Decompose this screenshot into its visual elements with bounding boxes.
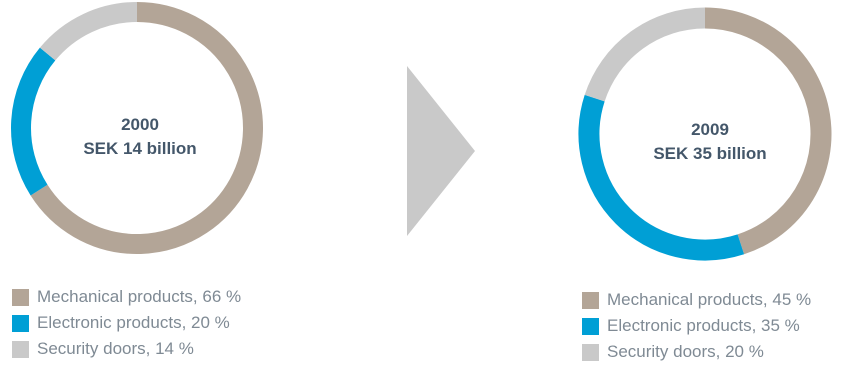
- donut-2000: [11, 2, 263, 254]
- chart-subtitle-2009: SEK 35 billion: [653, 144, 767, 163]
- legend-swatch-electronic: [12, 314, 29, 332]
- legend-label: Mechanical products, 45 %: [607, 290, 812, 309]
- donut-slice-electronic: [578, 94, 745, 261]
- donut-2009: [578, 7, 832, 261]
- legend-swatch-security: [582, 343, 599, 361]
- legend-item: Security doors, 14 %: [12, 336, 241, 362]
- legend-item: Electronic products, 20 %: [12, 310, 241, 336]
- legend-label: Security doors, 20 %: [607, 342, 764, 361]
- legend-label: Electronic products, 35 %: [607, 316, 800, 335]
- center-label-2009: 2009 SEK 35 billion: [610, 118, 810, 166]
- legend-item: Mechanical products, 45 %: [582, 287, 811, 313]
- chart-title-2000: 2000: [121, 115, 159, 134]
- donut-slice-mechanical: [704, 7, 832, 255]
- chart-title-2009: 2009: [691, 120, 729, 139]
- donut-chart-2000: 2000 SEK 14 billion Mechanical products,…: [0, 0, 280, 365]
- donut-chart-2009: 2009 SEK 35 billion Mechanical products,…: [570, 0, 845, 365]
- legend-item: Mechanical products, 66 %: [12, 284, 241, 310]
- legend-2000: Mechanical products, 66 % Electronic pro…: [12, 284, 241, 362]
- donut-slice-electronic: [11, 47, 56, 196]
- donut-slice-security: [39, 2, 138, 61]
- legend-item: Security doors, 20 %: [582, 339, 811, 365]
- legend-swatch-mechanical: [12, 288, 29, 306]
- donut-slice-mechanical: [30, 2, 263, 254]
- arrow-right-icon: [407, 66, 475, 236]
- legend-label: Security doors, 14 %: [37, 339, 194, 358]
- legend-item: Electronic products, 35 %: [582, 313, 811, 339]
- donut-slice-security: [584, 7, 706, 102]
- legend-label: Mechanical products, 66 %: [37, 287, 242, 306]
- legend-swatch-security: [12, 340, 29, 358]
- legend-swatch-mechanical: [582, 291, 599, 309]
- chart-subtitle-2000: SEK 14 billion: [83, 139, 197, 158]
- legend-swatch-electronic: [582, 317, 599, 335]
- center-label-2000: 2000 SEK 14 billion: [40, 113, 240, 161]
- legend-2009: Mechanical products, 45 % Electronic pro…: [582, 287, 811, 365]
- legend-label: Electronic products, 20 %: [37, 313, 230, 332]
